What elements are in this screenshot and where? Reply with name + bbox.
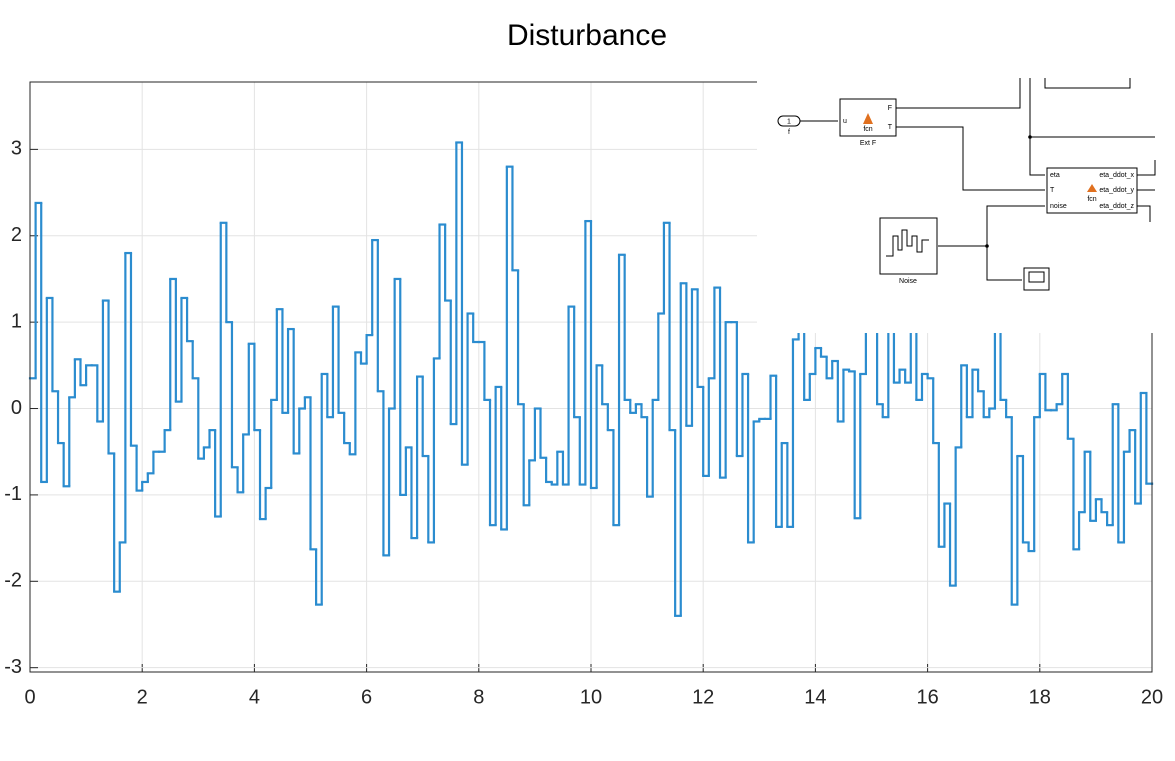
- junction: [1028, 135, 1032, 139]
- block-name: Ext F: [860, 140, 876, 147]
- x-tick-label: 18: [1029, 686, 1051, 708]
- block-name: Noise: [899, 278, 917, 285]
- inport-name: f: [788, 129, 790, 136]
- y-tick-label: 0: [11, 397, 22, 419]
- scope-screen: [1028, 271, 1045, 283]
- port-label: T: [888, 124, 893, 131]
- y-tick-label: -2: [4, 570, 22, 592]
- x-tick-label: 6: [361, 686, 372, 708]
- port-label: eta_ddot_y: [1099, 187, 1134, 194]
- port-label: eta: [1050, 172, 1060, 179]
- port-label: u: [843, 118, 847, 125]
- x-tick-label: 12: [692, 686, 714, 708]
- x-tick-label: 0: [24, 686, 35, 708]
- x-tick-label: 20: [1141, 686, 1163, 708]
- x-tick-label: 14: [804, 686, 826, 708]
- y-tick-label: 2: [11, 224, 22, 246]
- y-tick-label: 3: [11, 138, 22, 160]
- x-tick-label: 8: [473, 686, 484, 708]
- chart-title: Disturbance: [507, 19, 667, 52]
- series: [28, 141, 1154, 617]
- noise-icon: [886, 229, 929, 257]
- y-tick-label: -1: [4, 483, 22, 505]
- fcn-label: fcn: [863, 126, 872, 133]
- fcn-label: fcn: [1087, 196, 1096, 203]
- fcn-icon: [863, 113, 873, 124]
- simulink-inset: 1 f u F T fcn Ext F eta T noise eta_ddot…: [757, 78, 1156, 333]
- x-tick-label: 10: [580, 686, 602, 708]
- x-tick-label: 2: [137, 686, 148, 708]
- y-tick-label: 1: [11, 310, 22, 332]
- junction: [985, 244, 989, 248]
- inport: [777, 115, 801, 127]
- x-tick-label: 16: [916, 686, 938, 708]
- axes-box: [29, 81, 1153, 673]
- fcn-icon: [1087, 184, 1097, 192]
- port-label: noise: [1050, 203, 1067, 210]
- x-tick-label: 4: [249, 686, 260, 708]
- port-label: eta_ddot_z: [1099, 203, 1134, 210]
- port-label: F: [888, 105, 892, 112]
- port-label: eta_ddot_x: [1099, 172, 1134, 179]
- port-label: T: [1050, 187, 1055, 194]
- inport-number: 1: [787, 118, 791, 125]
- y-tick-label: -3: [4, 656, 22, 678]
